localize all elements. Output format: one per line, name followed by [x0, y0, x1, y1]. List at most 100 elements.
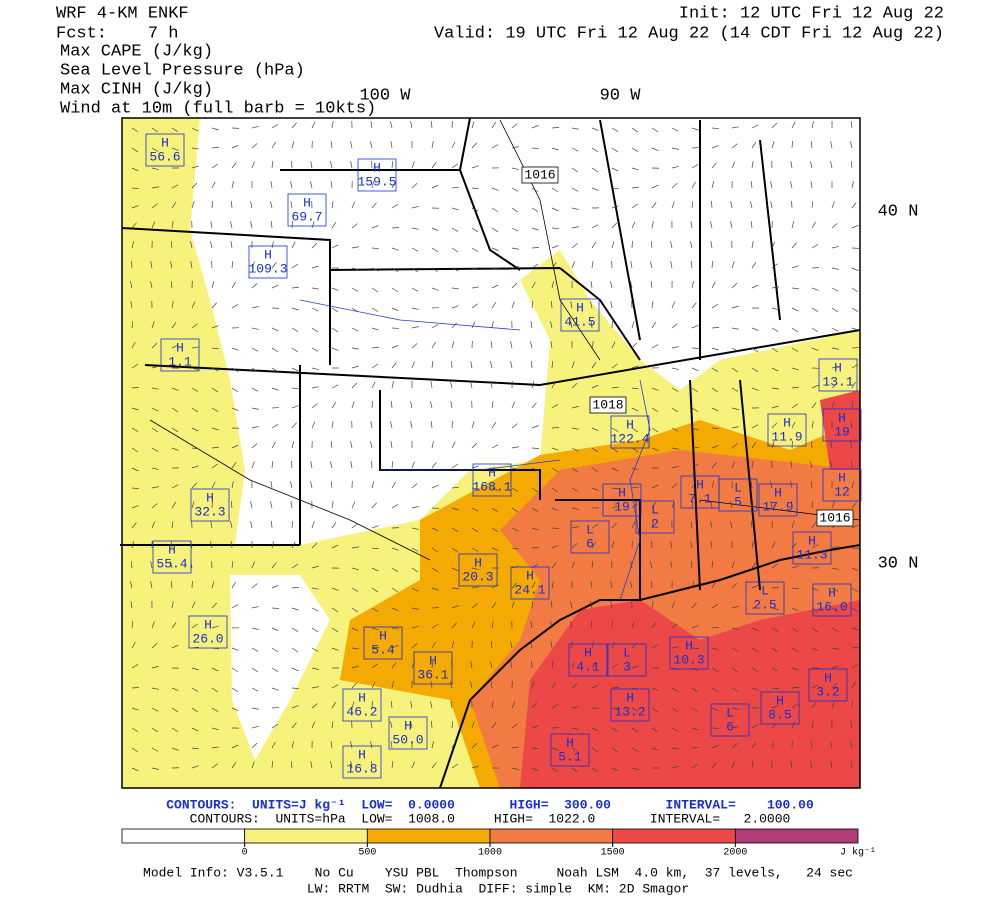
wind-barb: [771, 405, 779, 409]
wind-barb: [451, 567, 459, 572]
field-name: Max CAPE (J/kg): [60, 42, 213, 61]
wind-barb: [771, 286, 779, 289]
wind-barb: [451, 227, 459, 232]
wind-barb: [811, 287, 819, 291]
wind-barb: [291, 387, 300, 390]
wind-barb: [251, 161, 255, 169]
wind-barb: [811, 384, 819, 389]
wind-barb: [211, 463, 218, 469]
wind-barb: [151, 147, 159, 152]
wind-barb: [830, 141, 833, 149]
wind-barb: [511, 227, 519, 232]
wind-barb: [311, 265, 319, 269]
wind-barb: [650, 561, 653, 569]
wind-barb: [271, 241, 274, 249]
wind-barb: [690, 521, 693, 529]
wind-barb: [131, 127, 139, 132]
extremum-letter: H: [838, 470, 846, 485]
wind-barb: [251, 583, 258, 589]
wind-barb: [691, 602, 697, 609]
wind-barb: [610, 281, 613, 289]
wind-barb: [171, 501, 177, 509]
wind-barb: [350, 741, 353, 749]
wind-barb: [571, 147, 579, 152]
wind-barb: [731, 347, 739, 352]
wind-barb: [491, 722, 497, 729]
wind-barb: [491, 701, 494, 709]
wind-barb: [651, 707, 659, 713]
wind-barb: [171, 747, 179, 751]
wind-barb: [290, 481, 293, 489]
wind-barb: [731, 282, 738, 289]
wind-barb: [490, 341, 493, 349]
extremum-box: [357, 158, 397, 192]
wind-barb: [491, 284, 499, 289]
wind-barb: [691, 763, 699, 769]
wind-barb: [511, 167, 519, 170]
wind-barb: [851, 401, 854, 409]
wind-barb: [671, 447, 679, 450]
wind-barb: [731, 426, 739, 429]
wind-barb: [230, 221, 233, 229]
wind-barb: [271, 541, 274, 549]
wind-barb: [591, 767, 599, 773]
wind-barb: [451, 486, 459, 489]
wind-barb: [791, 667, 799, 671]
wind-barb: [311, 721, 316, 729]
wind-barb: [371, 247, 380, 250]
wind-barb: [451, 463, 458, 469]
wind-barb: [210, 221, 213, 229]
wind-barb: [471, 721, 475, 729]
wind-barb: [251, 306, 259, 309]
wind-barb: [310, 761, 313, 769]
wind-barb: [431, 247, 439, 253]
wind-barb: [131, 560, 133, 569]
wind-barb: [230, 501, 233, 509]
wind-barb: [151, 665, 159, 669]
wind-barb: [271, 367, 279, 372]
wind-barb: [191, 427, 199, 432]
wind-barb: [371, 587, 378, 593]
wind-barb: [730, 201, 733, 209]
wind-barb: [190, 261, 193, 269]
wind-barb: [731, 126, 739, 129]
wind-barb: [351, 307, 358, 313]
wind-barb: [671, 387, 679, 392]
wind-barb: [311, 327, 318, 333]
extremum-box: [610, 688, 650, 722]
wind-barb: [711, 627, 720, 629]
wind-barb: [451, 641, 455, 649]
wind-barb: [611, 522, 617, 529]
wind-barb: [691, 447, 700, 449]
wind-barb: [650, 581, 653, 589]
wind-barb: [631, 727, 638, 733]
wind-barb: [211, 302, 217, 309]
wind-barb: [131, 641, 136, 649]
extremum-value: 2: [651, 516, 659, 531]
wind-barb: [630, 561, 633, 569]
wind-barb: [830, 741, 833, 749]
wind-barb: [371, 502, 377, 509]
wind-barb: [771, 347, 778, 353]
wind-barb: [671, 646, 679, 649]
wind-barb: [851, 267, 859, 272]
wind-barb: [711, 347, 719, 351]
wind-barb: [631, 342, 638, 349]
wind-barb: [151, 127, 158, 133]
extremum-value: 19: [614, 499, 630, 514]
wind-barb: [711, 481, 715, 489]
wind-barb: [351, 327, 359, 332]
wind-barb: [751, 347, 759, 353]
wind-barb: [311, 347, 319, 352]
extremum-box: [287, 193, 327, 227]
wind-barb: [410, 421, 413, 429]
wind-barb: [611, 727, 619, 732]
extremum-box: [472, 463, 512, 497]
wind-barb: [231, 162, 237, 169]
wind-barb: [151, 687, 159, 690]
wind-barb: [250, 521, 253, 529]
wind-barb: [151, 203, 158, 209]
wind-barb: [171, 521, 174, 529]
wind-barb: [691, 727, 699, 731]
wind-barb: [291, 722, 297, 729]
